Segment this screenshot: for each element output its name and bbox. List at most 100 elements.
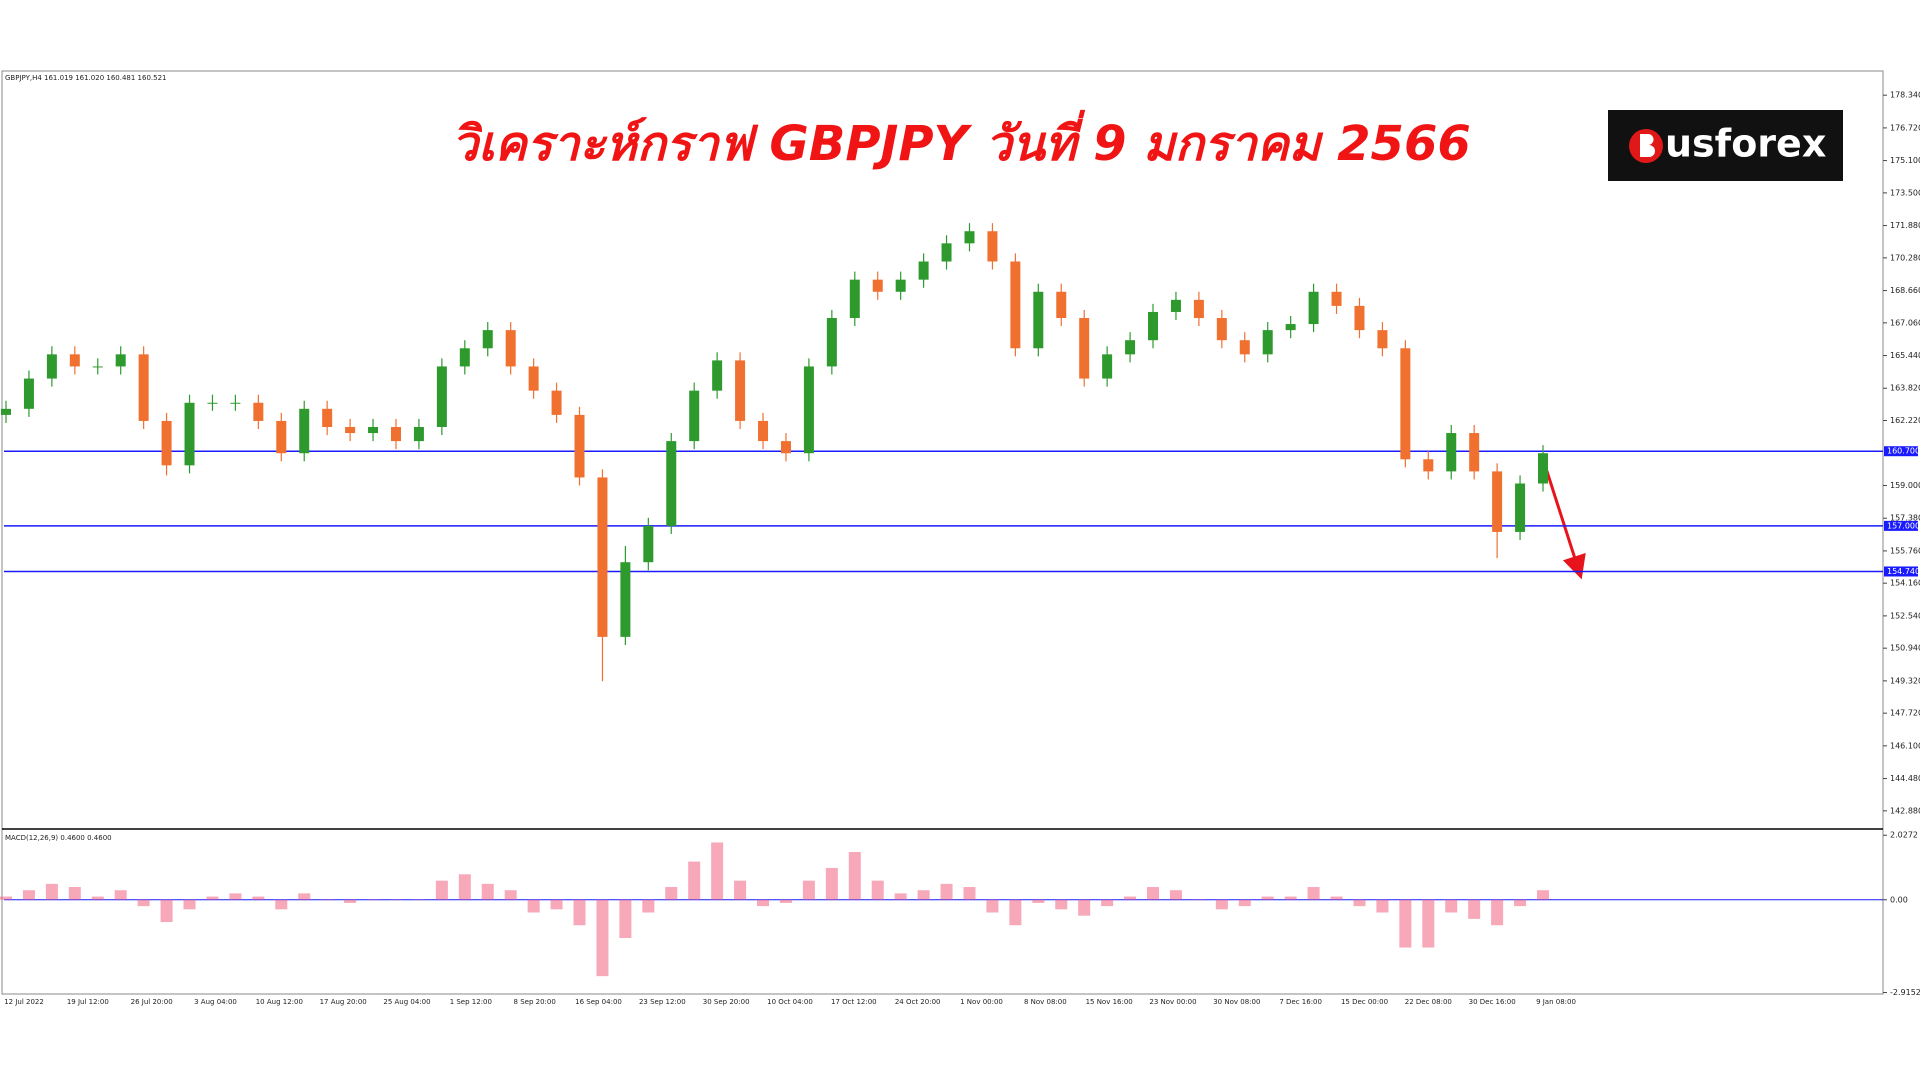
candle-body (161, 420, 172, 466)
y-tick-label: 167.060 (1890, 318, 1920, 327)
y-tick-label: 155.760 (1890, 546, 1920, 555)
candle-body (1056, 291, 1067, 319)
macd-bar (1330, 896, 1343, 900)
candle-body (780, 441, 791, 454)
candle-body (941, 243, 952, 262)
x-tick-label: 3 Aug 04:00 (194, 998, 237, 1006)
candle-body (69, 354, 80, 367)
candle-body (1538, 453, 1548, 484)
candle-body (230, 402, 241, 404)
macd-bar (711, 842, 724, 900)
macd-bar (848, 852, 861, 900)
y-tick-label: 165.440 (1890, 351, 1920, 360)
macd-bar (298, 893, 311, 900)
macd-bar (435, 880, 448, 900)
x-tick-label: 25 Aug 04:00 (383, 998, 430, 1006)
candle-body (436, 366, 447, 427)
candle-body (987, 231, 998, 262)
candle-body (1033, 291, 1044, 349)
x-tick-label: 19 Jul 12:00 (67, 998, 109, 1006)
candle-body (482, 330, 493, 349)
level-tag (1884, 446, 1918, 457)
macd-bar (1353, 899, 1366, 907)
x-tick-label: 10 Oct 04:00 (767, 998, 813, 1006)
x-tick-label: 15 Dec 00:00 (1341, 998, 1388, 1006)
candle-body (459, 348, 470, 367)
x-tick-label: 10 Aug 12:00 (256, 998, 303, 1006)
y-tick-label: 147.720 (1890, 709, 1920, 718)
macd-bar (688, 861, 701, 900)
macd-bar (1147, 887, 1160, 900)
candle-body (574, 414, 585, 478)
y-tick-label: 142.880 (1890, 806, 1920, 815)
macd-bar (206, 896, 219, 900)
y-tick-label: 149.320 (1890, 676, 1920, 685)
level-tag (1884, 566, 1918, 577)
macd-bar (940, 883, 953, 900)
y-tick-label: 171.880 (1890, 221, 1920, 230)
macd-bar (779, 899, 792, 903)
candle-body (322, 408, 333, 427)
x-tick-label: 30 Sep 20:00 (703, 998, 750, 1006)
macd-tick-label: -2.9152 (1890, 988, 1920, 997)
macd-bar (1537, 890, 1549, 900)
macd-bar (894, 893, 907, 900)
candle-body (46, 354, 57, 379)
macd-bar (1078, 899, 1091, 916)
candle-body (643, 525, 654, 563)
candle-body (299, 408, 310, 454)
macd-label: MACD(12,26,9) 0.4600 0.4600 (5, 834, 112, 842)
macd-bar (527, 899, 540, 913)
chart-title: วิเคราะห์กราฟ GBPJPY วันที่ 9 มกราคม 256… (451, 109, 1471, 172)
candle-body (253, 402, 264, 421)
candle-body (505, 330, 516, 367)
candle-body (666, 441, 677, 526)
x-tick-label: 22 Dec 08:00 (1405, 998, 1452, 1006)
level-label: 160.700 (1887, 447, 1920, 456)
x-tick-label: 1 Nov 00:00 (960, 998, 1003, 1006)
macd-bar (1009, 899, 1022, 926)
candle-body (1, 408, 11, 415)
x-tick-label: 30 Dec 16:00 (1469, 998, 1516, 1006)
candle-body (1400, 348, 1411, 460)
candle-body (872, 279, 883, 292)
y-tick-label: 154.160 (1890, 579, 1920, 588)
macd-bar (757, 899, 770, 907)
candle-body (1239, 340, 1250, 355)
macd-bar (917, 890, 930, 900)
macd-bar (229, 893, 242, 900)
candle-body (758, 420, 769, 442)
x-tick-label: 17 Aug 20:00 (320, 998, 367, 1006)
x-tick-label: 8 Nov 08:00 (1024, 998, 1067, 1006)
candle-body (918, 261, 929, 280)
x-tick-label: 12 Jul 2022 (4, 998, 44, 1006)
macd-bar (481, 883, 494, 900)
x-tick-label: 26 Jul 20:00 (131, 998, 173, 1006)
y-tick-label: 152.540 (1890, 611, 1920, 620)
candle-body (390, 426, 401, 442)
candle-body (1148, 311, 1159, 341)
y-tick-label: 162.220 (1890, 416, 1920, 425)
x-tick-label: 15 Nov 16:00 (1086, 998, 1133, 1006)
candle-body (551, 390, 562, 415)
candle-body (207, 402, 218, 404)
x-tick-label: 23 Sep 12:00 (639, 998, 686, 1006)
y-tick-label: 150.940 (1890, 644, 1920, 653)
candle-body (1469, 433, 1480, 472)
y-tick-label: 144.480 (1890, 774, 1920, 783)
macd-bar (22, 890, 35, 900)
candle-body (1515, 483, 1526, 532)
y-tick-label: 175.100 (1890, 156, 1920, 165)
macd-bar (68, 887, 81, 900)
x-tick-label: 24 Oct 20:00 (895, 998, 941, 1006)
macd-tick-label: 0.00 (1890, 895, 1908, 904)
macd-bar (1261, 896, 1274, 900)
macd-bar (321, 899, 334, 901)
macd-bar (344, 899, 357, 903)
macd-bar (1101, 899, 1114, 907)
y-tick-label: 159.000 (1890, 481, 1920, 490)
macd-bar (1376, 899, 1389, 913)
macd-bar (275, 899, 288, 910)
candle-body (1216, 318, 1227, 341)
